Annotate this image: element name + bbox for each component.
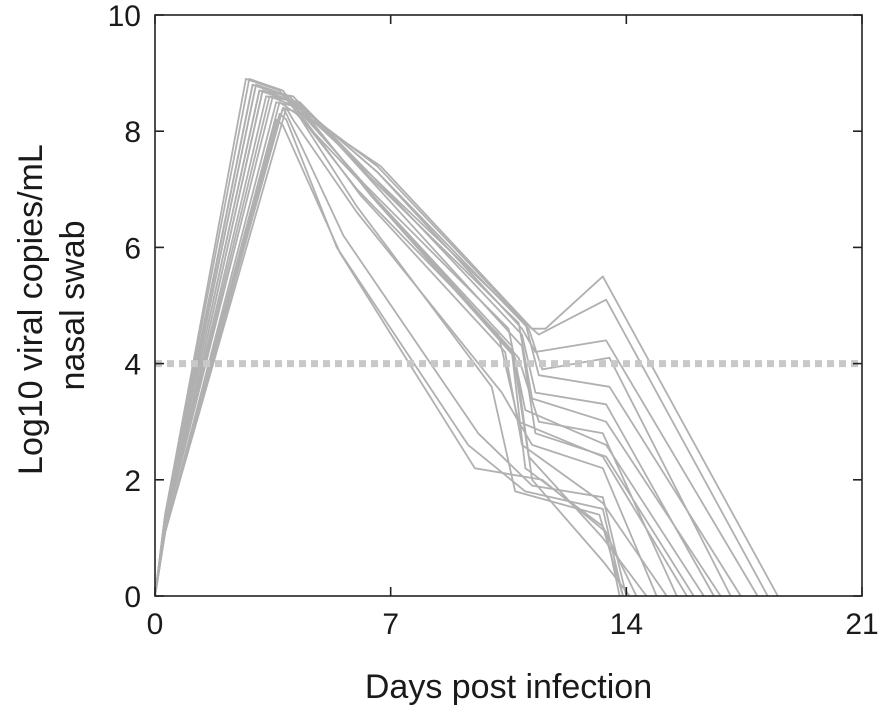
- trajectory-line-20: [154, 89, 715, 597]
- trajectory-line-4: [154, 78, 668, 597]
- y-axis-title: Log10 viral copies/mL nasal swab: [12, 136, 92, 475]
- trajectory-line-8: [154, 89, 631, 597]
- y-tick-label: 0: [124, 581, 141, 614]
- x-tick-label: 21: [845, 608, 878, 641]
- x-axis-title: Days post infection: [365, 668, 652, 706]
- y-tick-label: 10: [108, 0, 141, 33]
- y-tick-label: 8: [124, 116, 141, 149]
- y-axis-title-line-1: Log10 viral copies/mL: [12, 145, 50, 475]
- x-tick-label: 7: [382, 608, 399, 641]
- trajectory-line-17: [154, 118, 621, 597]
- trajectory-line-18: [154, 89, 732, 597]
- y-axis: 0 2 4 6 8 10: [108, 0, 862, 614]
- trajectory-line-14: [154, 107, 658, 597]
- y-axis-title-line-2: nasal swab: [54, 220, 92, 390]
- x-tick-label: 0: [147, 608, 164, 641]
- trajectory-line-7: [154, 101, 759, 597]
- trajectory-line-11: [154, 83, 624, 597]
- y-tick-label: 4: [124, 349, 141, 382]
- trajectory-line-12: [154, 95, 695, 597]
- trajectory-line-5: [154, 95, 742, 597]
- y-tick-label: 2: [124, 465, 141, 498]
- trajectory-line-19: [154, 83, 638, 597]
- x-axis: 0 7 14 21: [147, 15, 879, 641]
- trajectory-series-group: [154, 78, 779, 597]
- x-tick-label: 14: [610, 608, 643, 641]
- y-tick-label: 6: [124, 232, 141, 265]
- plot-area-frame: [154, 14, 863, 597]
- trajectory-line-9: [154, 95, 769, 597]
- trajectory-line-6: [154, 83, 648, 597]
